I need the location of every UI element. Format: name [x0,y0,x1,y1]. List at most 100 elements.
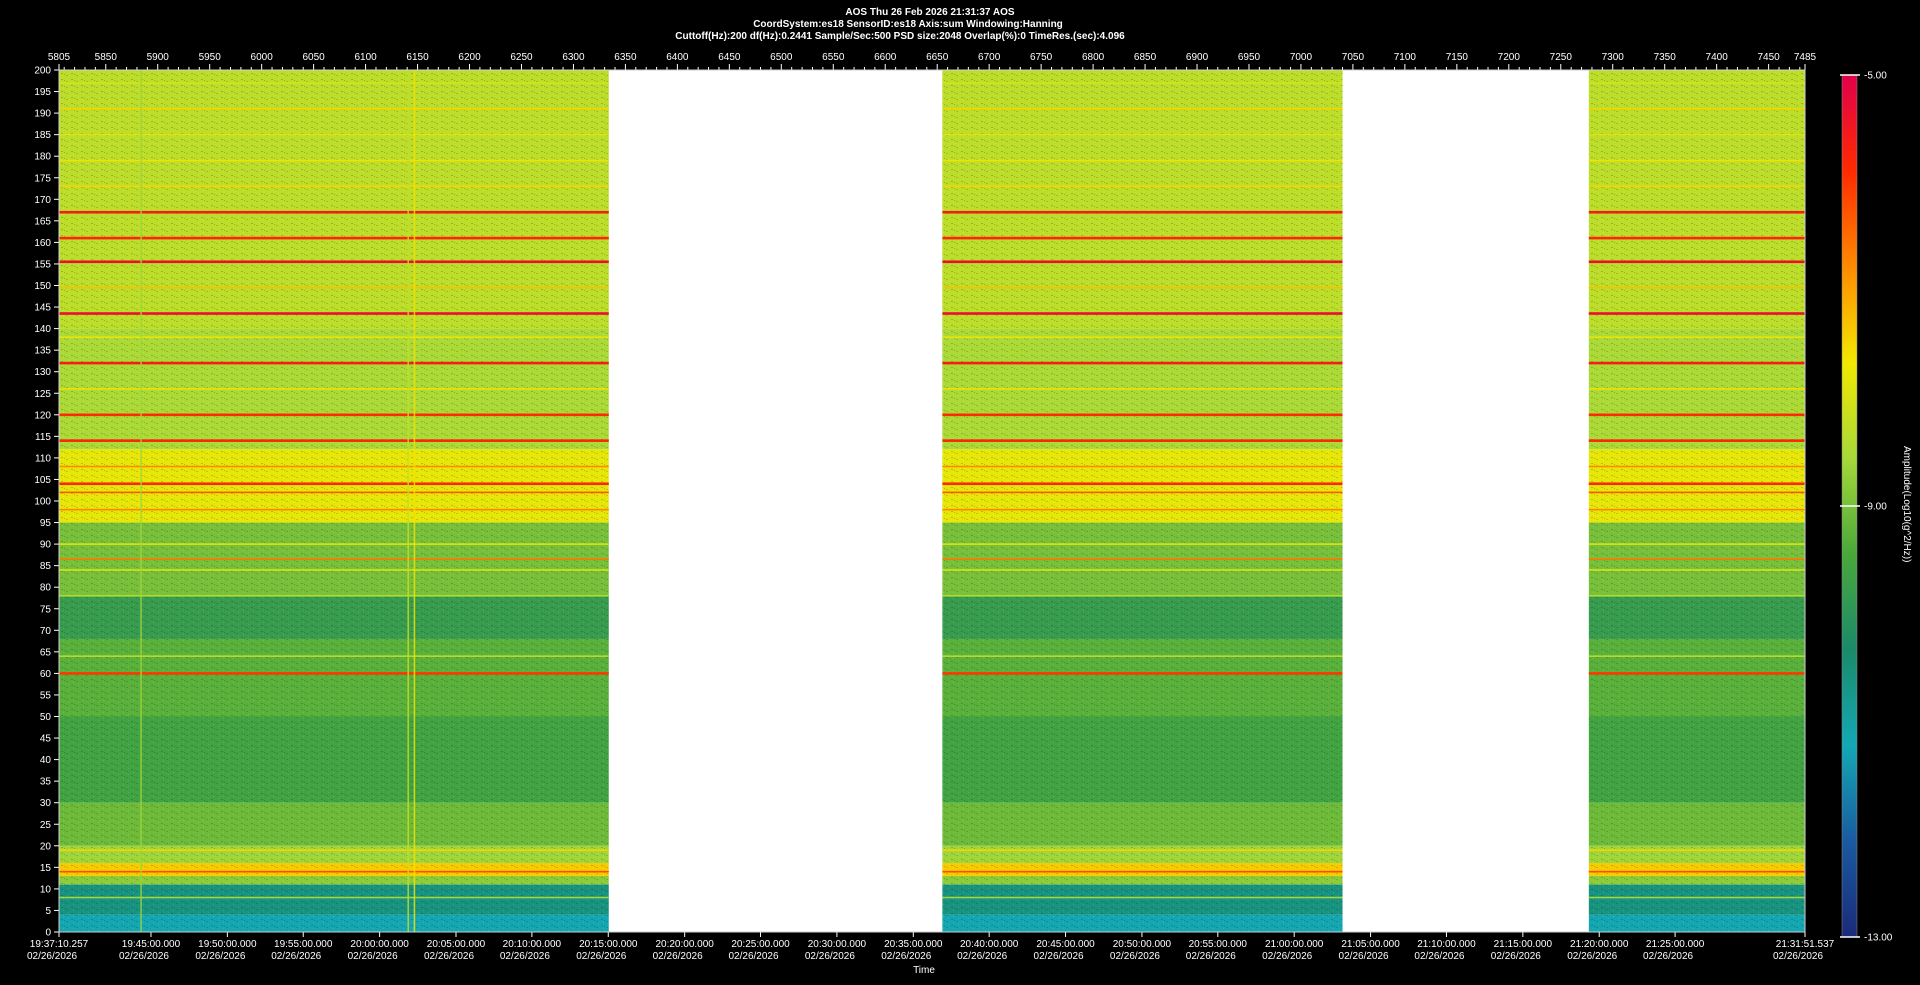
spectral-line [942,595,1343,597]
x-axis-tick-date: 02/26/2026 [1414,951,1464,962]
spectral-line [942,210,1343,214]
spectral-line [1588,491,1805,494]
spectral-line [1588,185,1805,188]
spectral-line [1588,508,1805,511]
spectral-line [1588,482,1805,486]
spectral-line [1588,210,1805,214]
plot-frame [58,69,1806,933]
top-axis-tick-label: 6450 [718,52,741,63]
spectral-line [59,558,609,560]
x-axis-tick-time: 20:10:00.000 [503,939,562,950]
y-axis-tick-label: 95 [40,518,52,529]
spectral-line [942,439,1343,442]
spectral-line [59,482,609,486]
x-axis-tick-time: 21:25:00.000 [1646,939,1705,950]
spectral-line [59,439,609,442]
transient-line [413,70,416,932]
x-axis-tick-time: 21:20:00.000 [1570,939,1629,950]
y-axis-tick-label: 75 [40,604,52,615]
transient-line [407,70,409,932]
y-axis-tick-label: 50 [40,712,52,723]
y-axis-tick-label: 140 [34,324,51,335]
spectral-line [1588,558,1805,560]
x-axis-tick-date: 02/26/2026 [1186,951,1236,962]
y-axis-tick-label: 110 [35,453,51,464]
x-axis-tick-time: 20:30:00.000 [808,939,867,950]
chart-title: AOS Thu 26 Feb 2026 21:31:37 AOS [845,7,1014,18]
x-axis-tick-date: 02/26/2026 [805,951,855,962]
spectral-line [59,133,609,136]
top-axis-tick-label: 6600 [874,52,897,63]
spectral-line [1588,361,1805,365]
spectral-line [59,491,609,494]
x-axis-tick-date: 02/26/2026 [728,951,778,962]
spectral-line [59,312,609,315]
y-axis-tick-label: 170 [34,195,51,206]
spectral-line [59,870,609,873]
top-axis-tick-label: 6650 [926,52,949,63]
top-axis-tick-label: 5805 [48,52,71,63]
x-axis-tick-date: 02/26/2026 [119,951,169,962]
x-axis-tick-date: 02/26/2026 [881,951,931,962]
spectral-line [942,107,1343,110]
top-axis-tick-label: 6250 [510,52,533,63]
x-axis-tick-time: 20:50:00.000 [1113,939,1172,950]
colorbar: -5.00 -9.00 -13.00 [1840,71,1893,944]
top-axis-tick-label: 6850 [1134,52,1157,63]
y-axis-tick-label: 150 [34,281,51,292]
x-axis-tick-date: 02/26/2026 [1643,951,1693,962]
x-axis-tick-time: 21:05:00.000 [1341,939,1400,950]
spectral-line [59,465,609,468]
top-axis-tick-label: 6750 [1030,52,1053,63]
spectral-line [59,236,609,240]
spectral-line [1588,82,1805,84]
y-axis-tick-label: 55 [40,690,52,701]
top-axis-tick-label: 6300 [562,52,585,63]
chart-subtitle-sensor: CoordSystem:es18 SensorID:es18 Axis:sum … [753,19,1063,30]
top-axis-tick-label: 6550 [822,52,845,63]
y-axis-tick-label: 45 [40,734,52,745]
spectral-line [59,82,609,84]
x-axis-tick-time: 21:31:51.537 [1776,939,1835,950]
spectral-line [1588,543,1805,545]
spectral-line [1588,465,1805,468]
top-axis-tick-label: 7050 [1342,52,1365,63]
spectral-line [942,336,1343,339]
top-axis-tick-label: 6400 [666,52,689,63]
x-axis-tick-time: 20:45:00.000 [1036,939,1095,950]
y-axis-tick-label: 65 [40,647,52,658]
x-axis-tick-date: 02/26/2026 [1567,951,1617,962]
y-axis-tick-label: 35 [40,777,52,788]
x-axis-tick-date: 02/26/2026 [27,951,77,962]
spectral-line [1588,569,1805,571]
y-axis-tick-label: 180 [34,152,51,163]
y-axis-tick-label: 30 [40,798,52,809]
top-axis-tick-label: 6150 [406,52,429,63]
noise-texture [59,70,609,932]
x-axis-tick-date: 02/26/2026 [1262,951,1312,962]
spectral-line [59,543,609,545]
spectral-line [942,870,1343,873]
x-axis-tick-date: 02/26/2026 [271,951,321,962]
x-axis-tick-time: 20:00:00.000 [350,939,409,950]
top-axis-tick-label: 6700 [978,52,1001,63]
spectral-line [59,508,609,511]
spectral-line [942,159,1343,162]
spectral-line [1588,133,1805,136]
y-axis-tick-label: 60 [40,669,52,680]
y-axis-tick-label: 155 [34,259,51,270]
x-axis-tick-date: 02/26/2026 [1110,951,1160,962]
y-axis-tick-label: 0 [45,928,51,939]
top-axis-tick-label: 6350 [614,52,637,63]
y-axis-tick-label: 190 [34,109,51,120]
top-axis-tick-label: 6800 [1082,52,1105,63]
spectral-line [942,185,1343,188]
top-axis-tick-label: 7450 [1758,52,1781,63]
x-axis-tick-date: 02/26/2026 [1339,951,1389,962]
top-axis-tick-label: 6500 [770,52,793,63]
spectral-line [1588,595,1805,597]
y-axis-tick-label: 165 [34,216,51,227]
colorbar-tick-label: -9.00 [1864,502,1887,513]
spectral-line [942,236,1343,240]
x-axis-tick-time: 20:25:00.000 [731,939,790,950]
